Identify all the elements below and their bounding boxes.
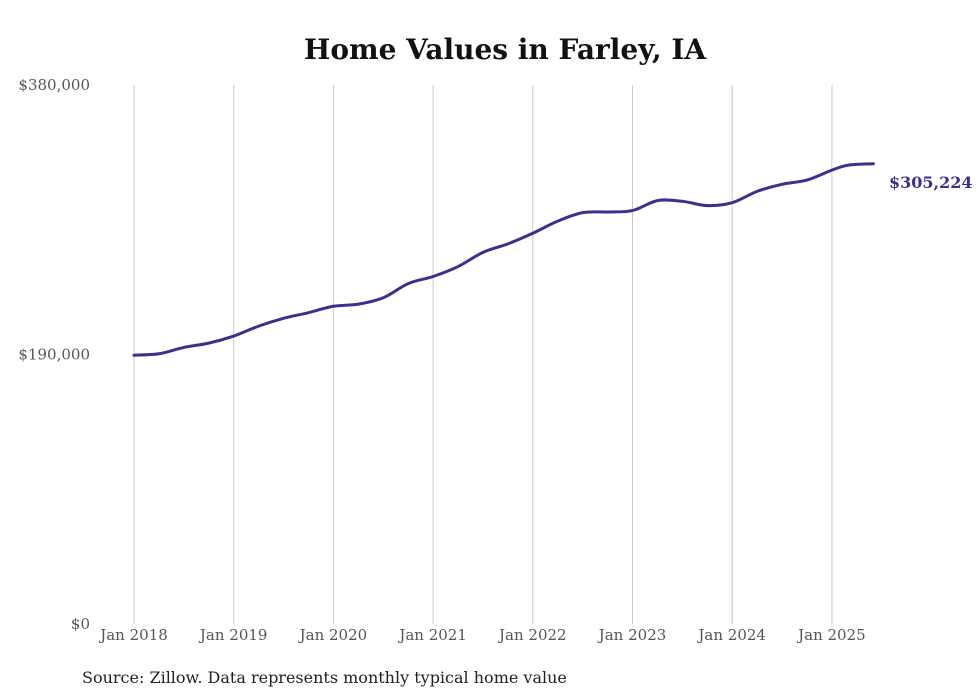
y-tick-label: $0 <box>71 615 90 633</box>
x-tick-label: Jan 2021 <box>397 626 467 644</box>
x-tick-label: Jan 2025 <box>796 626 866 644</box>
x-tick-label: Jan 2018 <box>98 626 168 644</box>
gridlines <box>133 85 833 624</box>
x-tick-label: Jan 2023 <box>597 626 667 644</box>
end-value-label: $305,224 <box>889 173 973 192</box>
x-tick-label: Jan 2019 <box>198 626 268 644</box>
series-line <box>132 162 875 357</box>
x-tick-label: Jan 2020 <box>298 626 368 644</box>
y-axis-ticks: $0 $190,000 $380,000 <box>18 76 90 633</box>
x-tick-label: Jan 2022 <box>497 626 567 644</box>
y-tick-label: $190,000 <box>18 346 90 364</box>
y-tick-label: $380,000 <box>18 76 90 94</box>
series-layer <box>132 162 875 357</box>
x-tick-label: Jan 2024 <box>696 626 766 644</box>
x-axis-ticks: Jan 2018 Jan 2019 Jan 2020 Jan 2021 Jan 2022… <box>98 626 865 644</box>
source-note: Source: Zillow. Data represents monthly … <box>82 668 567 687</box>
chart-title: Home Values in Farley, IA <box>304 33 708 66</box>
